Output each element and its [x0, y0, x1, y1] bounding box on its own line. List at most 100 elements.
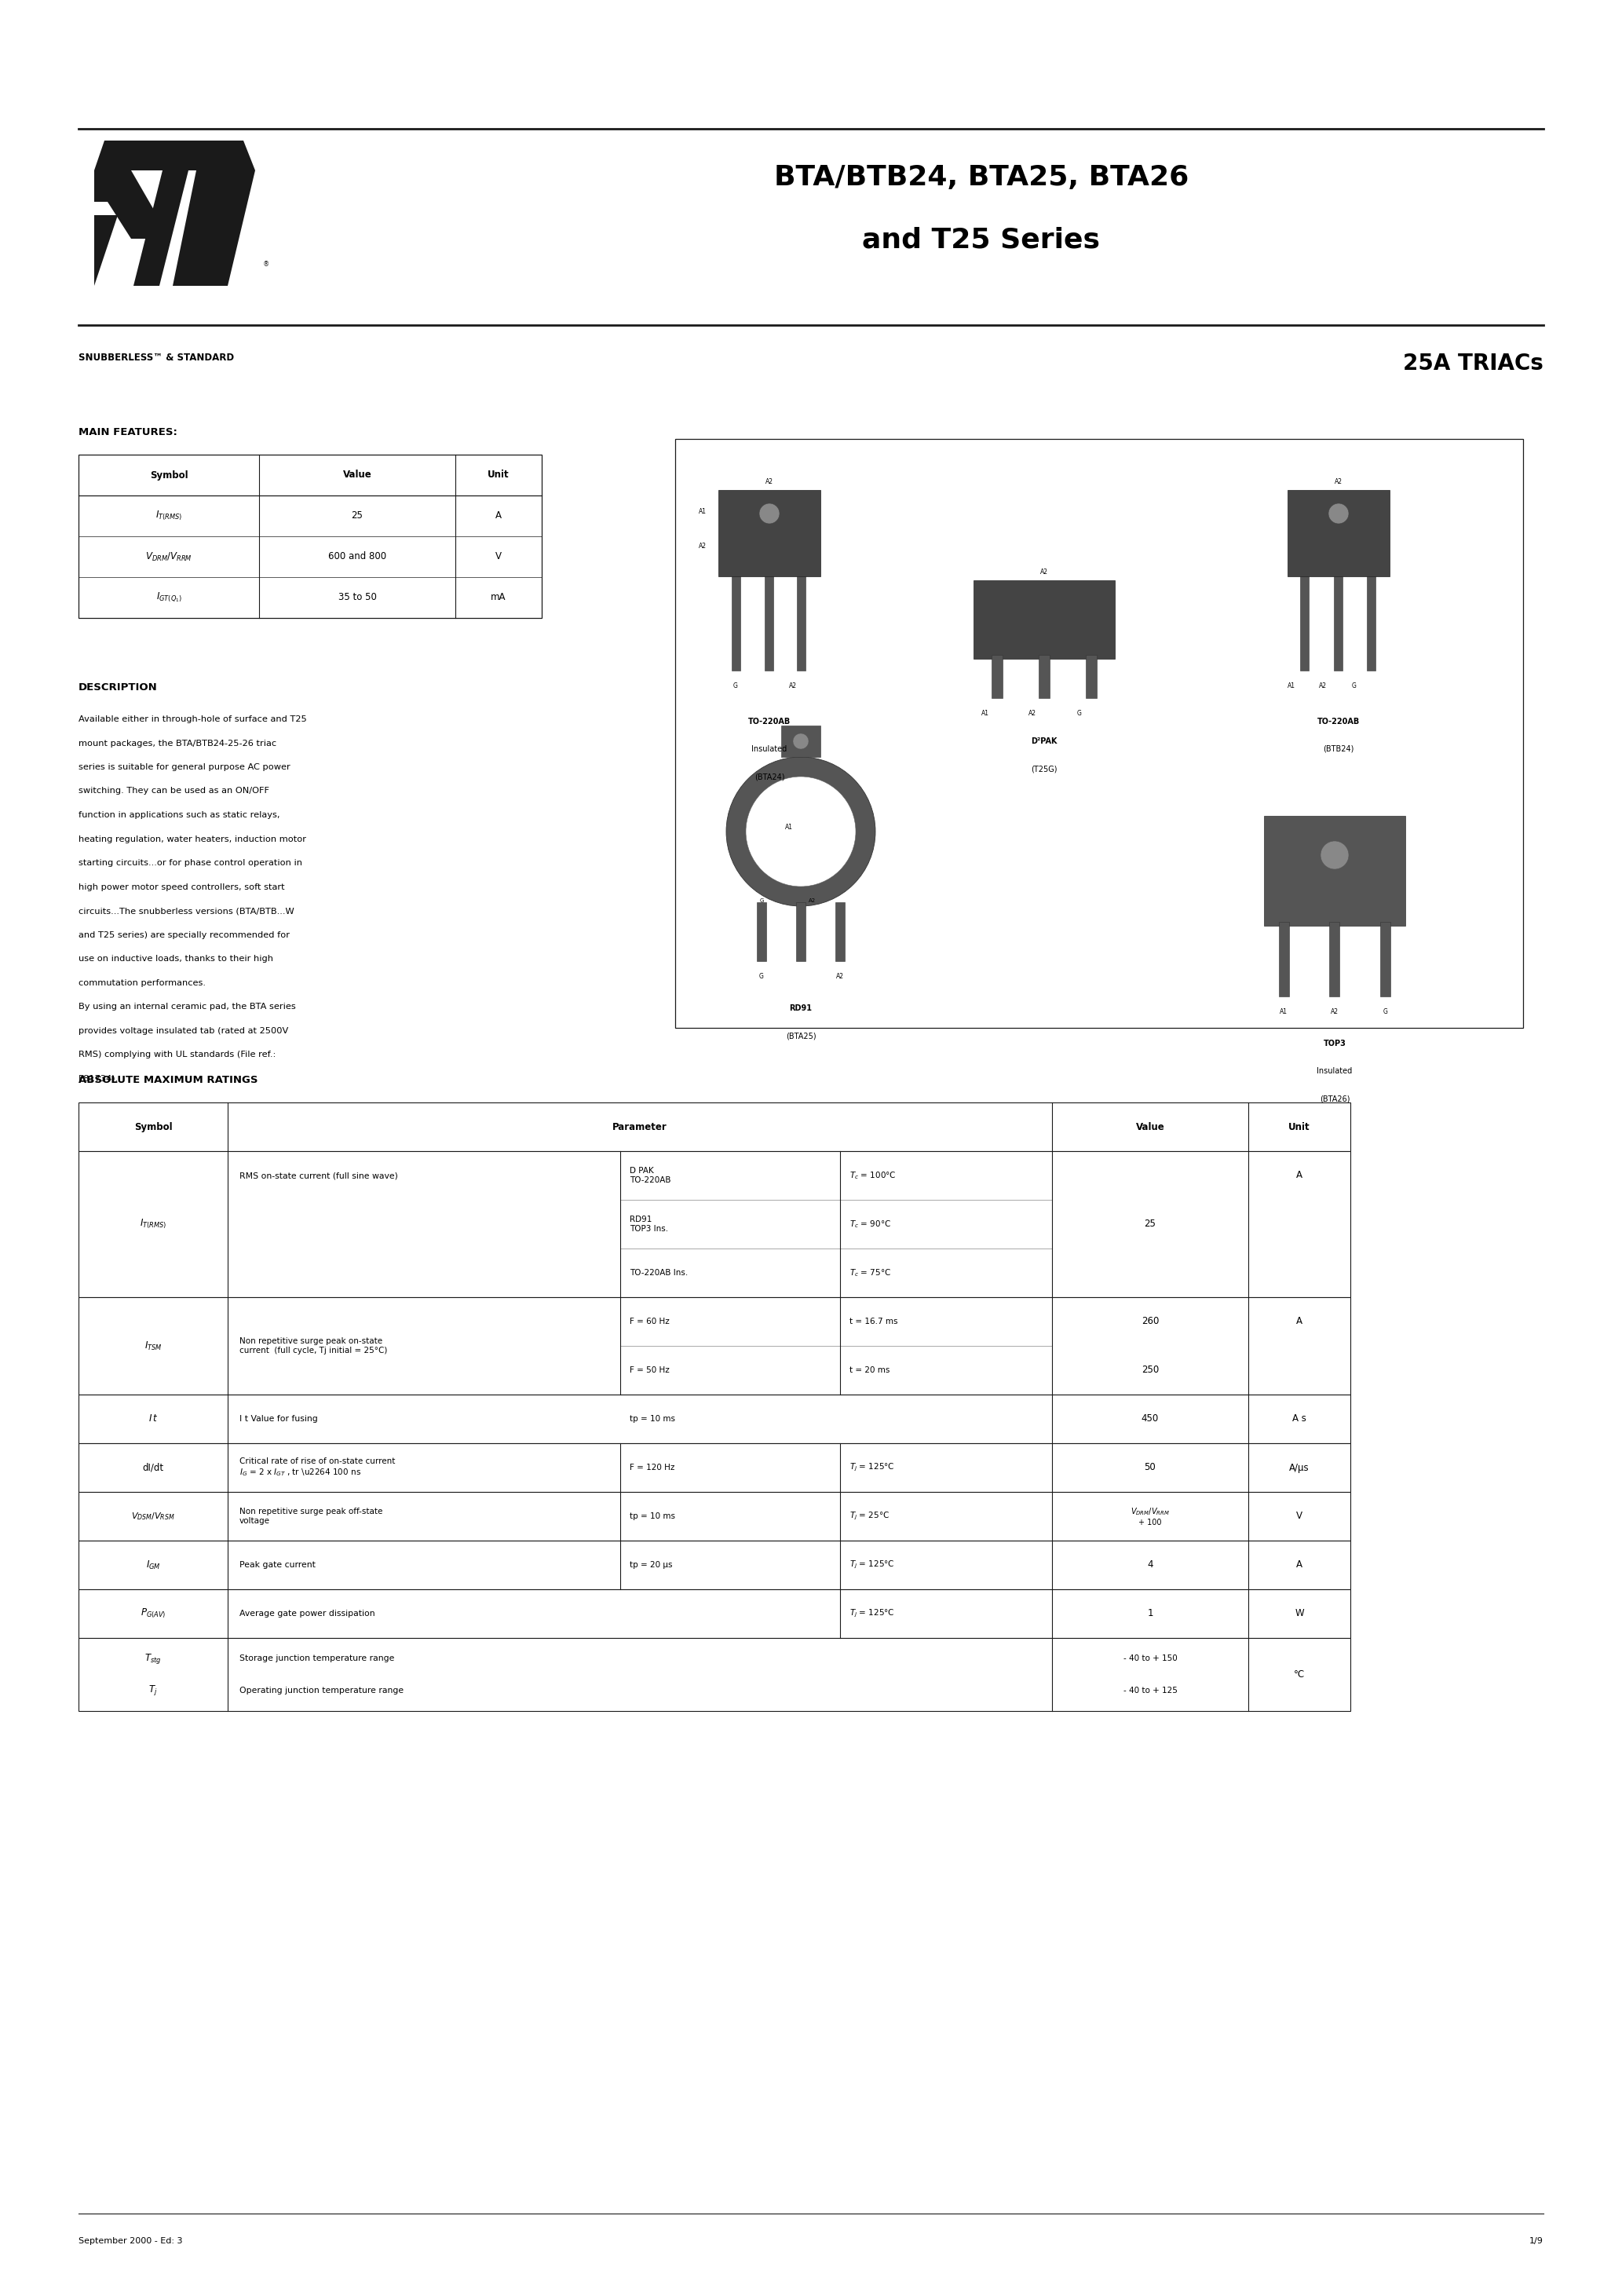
Text: F = 120 Hz: F = 120 Hz	[629, 1463, 675, 1472]
Bar	[78, 455, 542, 618]
Text: Critical rate of rise of on-state current
$I_G$ = 2 x $I_{GT}$ , tr \u2264 100 n: Critical rate of rise of on-state curren…	[240, 1458, 396, 1479]
Text: tp = 10 ms: tp = 10 ms	[629, 1513, 675, 1520]
Text: commutation performances.: commutation performances.	[78, 978, 206, 987]
Text: By using an internal ceramic pad, the BTA series: By using an internal ceramic pad, the BT…	[78, 1003, 295, 1010]
Circle shape	[1320, 840, 1350, 870]
Text: A2: A2	[1335, 478, 1343, 484]
Text: Non repetitive surge peak off-state
voltage: Non repetitive surge peak off-state volt…	[240, 1508, 383, 1525]
Text: - 40 to + 150: - 40 to + 150	[1122, 1655, 1178, 1662]
Text: A2: A2	[809, 898, 816, 902]
Bar	[675, 439, 1523, 1029]
Text: TO-220AB Ins.: TO-220AB Ins.	[629, 1270, 688, 1277]
Text: RD91: RD91	[790, 1003, 813, 1013]
Bar	[1038, 654, 1049, 698]
Text: G: G	[1353, 682, 1356, 689]
Polygon shape	[172, 170, 255, 285]
Bar	[78, 1150, 1351, 1297]
Text: A1: A1	[699, 507, 707, 514]
Bar	[732, 572, 740, 670]
Text: (BTA26): (BTA26)	[1320, 1095, 1350, 1102]
Text: F = 50 Hz: F = 50 Hz	[629, 1366, 670, 1373]
Text: $T_j$ = 125°C: $T_j$ = 125°C	[850, 1607, 895, 1619]
Text: G: G	[759, 974, 764, 980]
Text: t = 16.7 ms: t = 16.7 ms	[850, 1318, 897, 1325]
Text: A2: A2	[1040, 569, 1048, 576]
Circle shape	[793, 732, 809, 748]
Text: V: V	[495, 551, 501, 563]
Bar	[991, 654, 1002, 698]
Text: Parameter: Parameter	[613, 1123, 667, 1132]
Polygon shape	[94, 216, 118, 285]
Text: Available either in through-hole of surface and T25: Available either in through-hole of surf…	[78, 716, 307, 723]
Text: V: V	[1296, 1511, 1302, 1522]
Text: Value: Value	[1135, 1123, 1165, 1132]
Bar	[1301, 572, 1309, 670]
Text: Insulated: Insulated	[1317, 1068, 1353, 1075]
Text: A1: A1	[785, 824, 793, 831]
Text: Symbol: Symbol	[149, 471, 188, 480]
Text: (BTB24): (BTB24)	[1324, 746, 1354, 753]
Text: DESCRIPTION: DESCRIPTION	[78, 682, 157, 693]
Text: I t Value for fusing: I t Value for fusing	[240, 1414, 318, 1424]
Text: tp = 20 µs: tp = 20 µs	[629, 1561, 673, 1568]
Bar	[1085, 654, 1096, 698]
Text: mA: mA	[491, 592, 506, 602]
Bar	[798, 572, 806, 670]
Text: series is suitable for general purpose AC power: series is suitable for general purpose A…	[78, 762, 290, 771]
Text: F = 60 Hz: F = 60 Hz	[629, 1318, 670, 1325]
Text: RD91
TOP3 Ins.: RD91 TOP3 Ins.	[629, 1215, 668, 1233]
Text: A1: A1	[1288, 682, 1296, 689]
Text: function in applications such as static relays,: function in applications such as static …	[78, 810, 281, 820]
Text: dI/dt: dI/dt	[143, 1463, 164, 1472]
Text: A2: A2	[1028, 709, 1036, 716]
Bar	[1366, 572, 1375, 670]
Text: Average gate power dissipation: Average gate power dissipation	[240, 1609, 375, 1619]
Text: A: A	[495, 510, 501, 521]
Bar	[78, 1297, 1351, 1394]
Text: $T_j$ = 125°C: $T_j$ = 125°C	[850, 1463, 895, 1474]
Text: (BTA25): (BTA25)	[785, 1031, 816, 1040]
Text: A2: A2	[1330, 1008, 1338, 1015]
Bar	[1380, 923, 1390, 996]
Polygon shape	[719, 489, 821, 576]
Bar	[1333, 572, 1341, 670]
Text: Non repetitive surge peak on-state
current  (full cycle, Tj initial = 25°C): Non repetitive surge peak on-state curre…	[240, 1336, 388, 1355]
Text: September 2000 - Ed: 3: September 2000 - Ed: 3	[78, 2236, 183, 2245]
Text: $V_{DSM}/V_{RSM}$: $V_{DSM}/V_{RSM}$	[131, 1511, 175, 1522]
Circle shape	[727, 758, 876, 907]
Bar	[782, 726, 821, 758]
Text: RMS on-state current (full sine wave): RMS on-state current (full sine wave)	[240, 1171, 397, 1180]
Text: $T_c$ = 90°C: $T_c$ = 90°C	[850, 1219, 890, 1231]
Bar	[764, 572, 774, 670]
Text: 25: 25	[352, 510, 363, 521]
Text: $T_j$ = 25°C: $T_j$ = 25°C	[850, 1511, 889, 1522]
Text: Operating junction temperature range: Operating junction temperature range	[240, 1688, 404, 1694]
Text: heating regulation, water heaters, induction motor: heating regulation, water heaters, induc…	[78, 836, 307, 843]
Text: RMS) complying with UL standards (File ref.:: RMS) complying with UL standards (File r…	[78, 1052, 276, 1058]
Text: A1: A1	[981, 709, 989, 716]
Text: $I_{T(RMS)}$: $I_{T(RMS)}$	[156, 510, 182, 521]
Text: 250: 250	[1142, 1366, 1158, 1375]
Text: $I_{GT (Q_1)}$: $I_{GT (Q_1)}$	[156, 590, 182, 604]
Bar	[78, 1589, 1351, 1637]
Text: 25A TRIACs: 25A TRIACs	[1403, 354, 1544, 374]
Text: $I_{GM}$: $I_{GM}$	[146, 1559, 161, 1570]
Bar	[78, 1492, 1351, 1541]
Polygon shape	[973, 581, 1114, 659]
Text: $I_{TSM}$: $I_{TSM}$	[144, 1341, 162, 1352]
Text: $I_{T(RMS)}$: $I_{T(RMS)}$	[139, 1217, 167, 1231]
Polygon shape	[133, 170, 188, 285]
Text: A: A	[1296, 1171, 1302, 1180]
Text: Storage junction temperature range: Storage junction temperature range	[240, 1655, 394, 1662]
Text: Unit: Unit	[1288, 1123, 1311, 1132]
Text: $T_c$ = 75°C: $T_c$ = 75°C	[850, 1267, 890, 1279]
Text: $V_{DRM}/V_{RRM}$
+ 100: $V_{DRM}/V_{RRM}$ + 100	[1131, 1506, 1169, 1527]
Text: provides voltage insulated tab (rated at 2500V: provides voltage insulated tab (rated at…	[78, 1026, 289, 1035]
Text: $T_j$: $T_j$	[149, 1683, 157, 1697]
Text: A s: A s	[1293, 1414, 1306, 1424]
Bar	[835, 902, 845, 962]
Text: BTA/BTB24, BTA25, BTA26: BTA/BTB24, BTA25, BTA26	[774, 163, 1189, 191]
Text: TO-220AB: TO-220AB	[748, 719, 790, 726]
Text: circuits...The snubberless versions (BTA/BTB...W: circuits...The snubberless versions (BTA…	[78, 907, 294, 914]
Text: high power motor speed controllers, soft start: high power motor speed controllers, soft…	[78, 884, 285, 891]
